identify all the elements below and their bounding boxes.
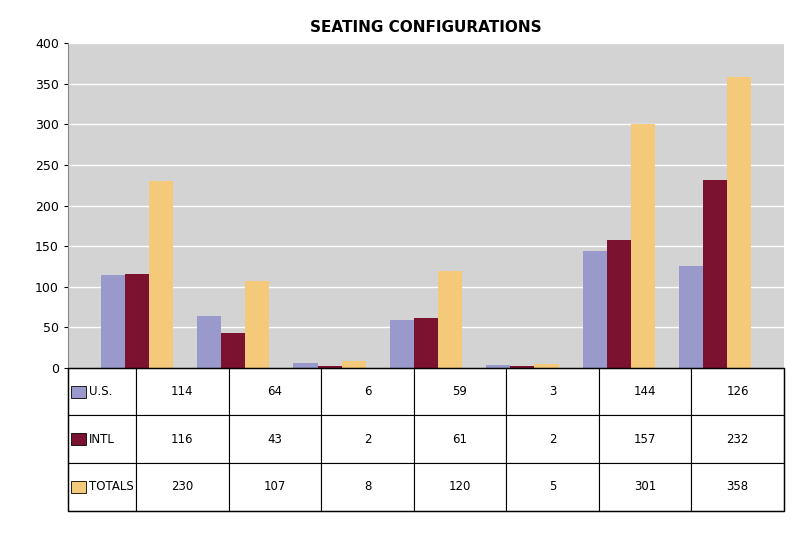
Text: 5: 5 (549, 480, 556, 493)
Text: 107: 107 (264, 480, 286, 493)
Bar (582, 251, 607, 368)
Bar (607, 241, 631, 368)
Bar (245, 281, 270, 368)
Text: INTL: INTL (89, 433, 114, 446)
Bar (125, 274, 149, 368)
Text: 8: 8 (364, 480, 371, 493)
Text: TOTALS: TOTALS (89, 480, 134, 493)
Bar (534, 364, 558, 368)
Text: 2: 2 (364, 433, 371, 446)
Bar (342, 361, 366, 368)
Bar (294, 363, 318, 368)
Text: 157: 157 (634, 433, 656, 446)
Bar (101, 275, 125, 368)
Text: 43: 43 (267, 433, 282, 446)
Text: 358: 358 (726, 480, 749, 493)
Bar (197, 316, 221, 368)
Bar (149, 181, 173, 368)
Text: 232: 232 (726, 433, 749, 446)
Text: 301: 301 (634, 480, 656, 493)
Bar (631, 124, 655, 368)
Bar (679, 266, 703, 368)
Bar (486, 366, 510, 368)
Bar (318, 366, 342, 368)
Bar (727, 77, 751, 368)
Title: SEATING CONFIGURATIONS: SEATING CONFIGURATIONS (310, 20, 542, 35)
Text: 61: 61 (453, 433, 467, 446)
Bar (510, 366, 534, 368)
Text: 3: 3 (549, 385, 556, 398)
Text: 144: 144 (634, 385, 656, 398)
Text: 230: 230 (171, 480, 194, 493)
Text: 116: 116 (171, 433, 194, 446)
Text: 126: 126 (726, 385, 749, 398)
Text: 120: 120 (449, 480, 471, 493)
Bar (703, 180, 727, 368)
Bar (390, 320, 414, 368)
Bar (221, 333, 245, 368)
Text: 6: 6 (364, 385, 371, 398)
Text: U.S.: U.S. (89, 385, 112, 398)
Bar (438, 270, 462, 368)
Text: 2: 2 (549, 433, 556, 446)
Text: 114: 114 (171, 385, 194, 398)
Bar (414, 318, 438, 368)
Text: 59: 59 (453, 385, 467, 398)
Text: 64: 64 (267, 385, 282, 398)
